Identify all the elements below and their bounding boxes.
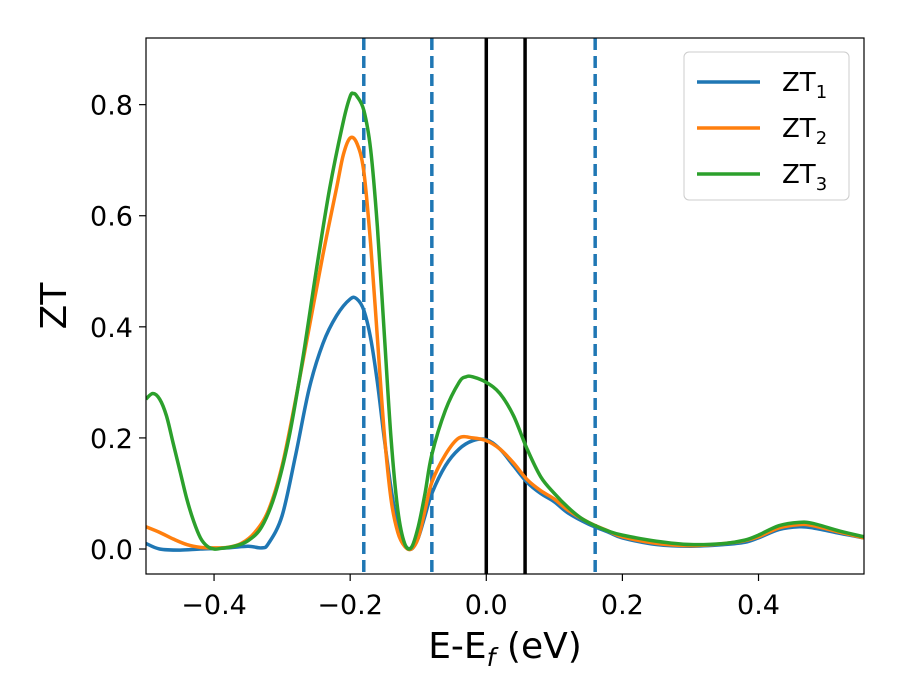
y-tick-label: 0.6: [90, 202, 133, 233]
x-tick-label: −0.2: [317, 590, 383, 621]
x-axis-label: E-Ef (eV): [428, 626, 582, 672]
x-tick-label: 0.4: [737, 590, 780, 621]
legend: ZT1 ZT2 ZT3: [683, 51, 850, 201]
reference-lines: [362, 38, 597, 574]
legend-label-zt2: ZT2: [782, 114, 827, 149]
legend-box: [683, 51, 850, 201]
series-lines: [146, 91, 864, 552]
x-tick-label: −0.4: [181, 590, 247, 621]
y-axis-ticks: 0.0 0.2 0.4 0.6 0.8: [90, 91, 146, 566]
legend-label-zt3: ZT3: [782, 160, 827, 195]
y-tick-label: 0.2: [90, 424, 133, 455]
x-tick-label: 0.0: [465, 590, 508, 621]
legend-label-zt1: ZT1: [782, 68, 827, 103]
y-tick-label: 0.0: [90, 535, 133, 566]
plot-frame: [145, 37, 865, 575]
x-axis-label-main: E-E: [428, 626, 486, 667]
y-axis-label: ZT: [34, 282, 75, 330]
x-axis-label-unit: (eV): [495, 626, 581, 667]
series-line-zt3: [146, 91, 864, 551]
y-tick-label: 0.4: [90, 313, 133, 344]
x-tick-label: 0.2: [601, 590, 644, 621]
x-axis-ticks: −0.4 −0.2 0.0 0.2 0.4: [181, 574, 780, 621]
legend-items: ZT1 ZT2 ZT3: [697, 68, 827, 195]
y-tick-label: 0.8: [90, 91, 133, 122]
